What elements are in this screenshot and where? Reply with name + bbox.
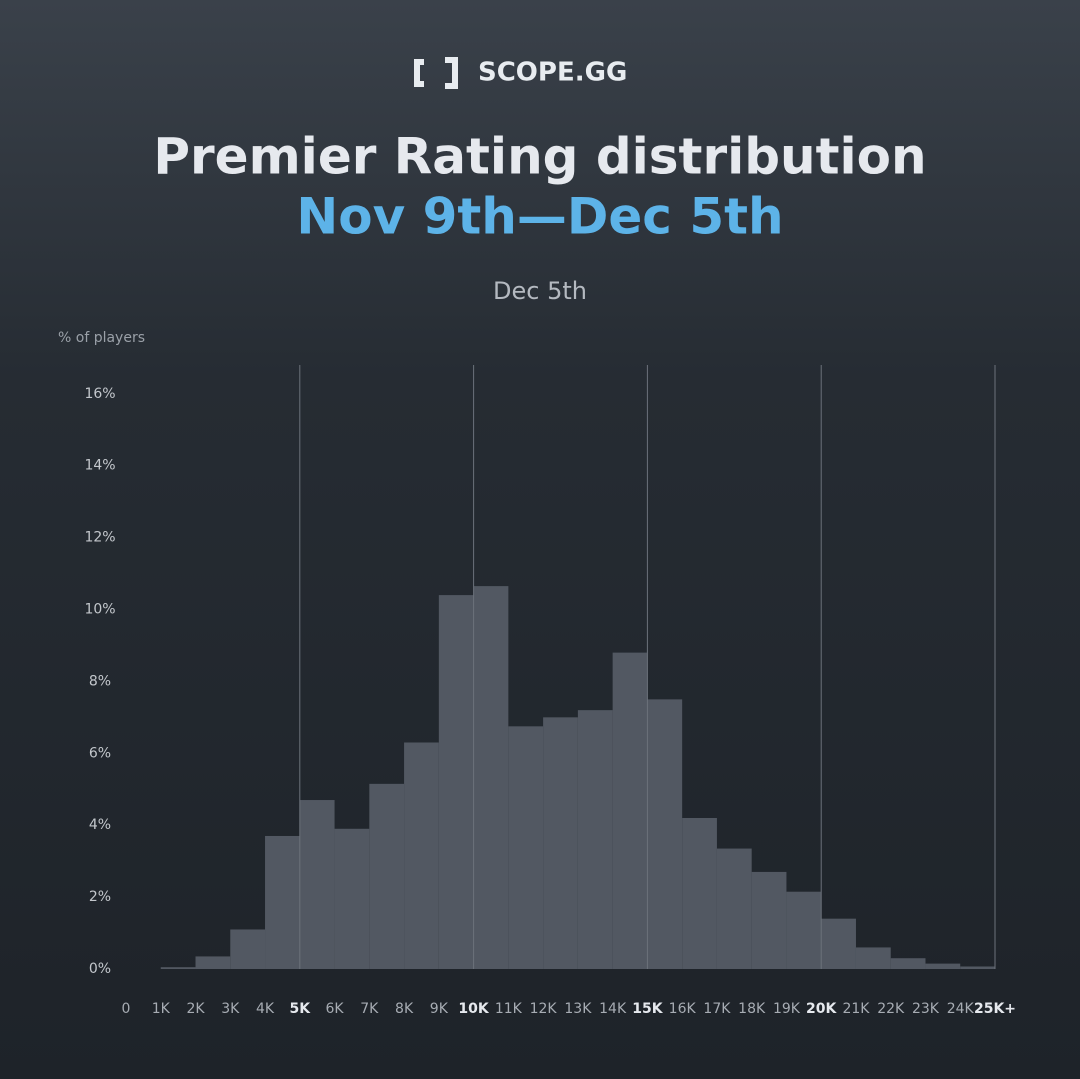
x-tick-label: 9K: [430, 1001, 449, 1017]
x-tick-label: 8K: [395, 1001, 414, 1017]
x-tick-label: 14K: [599, 1001, 627, 1017]
x-tick-label: 12K: [530, 1001, 558, 1017]
x-tick-label: 18K: [738, 1001, 766, 1017]
bar: [821, 918, 856, 969]
chart-subtitle: Nov 9th—Dec 5th: [296, 188, 783, 246]
bar: [612, 652, 648, 969]
x-tick-label: 0: [122, 1001, 131, 1017]
y-tick-label: 4%: [89, 817, 111, 833]
x-tick-label: 1K: [152, 1001, 171, 1017]
y-tick-label: 16%: [84, 386, 115, 402]
bar: [195, 956, 231, 969]
logo-icon: [414, 57, 458, 89]
bar: [334, 828, 370, 969]
bar: [508, 726, 544, 969]
x-tick-label: 13K: [564, 1001, 592, 1017]
x-tick-label: 22K: [877, 1001, 905, 1017]
y-tick-label: 10%: [84, 601, 115, 617]
y-tick-label: 6%: [89, 745, 111, 761]
y-tick-label: 12%: [84, 530, 115, 546]
x-tick-label: 3K: [221, 1001, 240, 1017]
bar: [716, 848, 752, 969]
bar: [438, 595, 474, 969]
bar: [925, 963, 961, 969]
bar: [404, 742, 439, 969]
bar: [230, 929, 266, 969]
bar: [890, 958, 926, 969]
bar: [473, 586, 509, 969]
chart-title: Premier Rating distribution: [153, 128, 926, 186]
x-tick-label: 6K: [326, 1001, 345, 1017]
bar: [160, 967, 196, 969]
x-tick-label: 20K: [806, 1001, 837, 1017]
bar: [682, 818, 717, 969]
x-tick-label: 23K: [912, 1001, 940, 1017]
y-tick-label: 2%: [89, 889, 111, 905]
bar: [369, 783, 405, 969]
chart-caption: Dec 5th: [493, 277, 587, 305]
bar: [265, 835, 300, 969]
y-tick-label: 14%: [84, 458, 115, 474]
bar: [751, 871, 787, 969]
y-tick-label: 8%: [89, 673, 111, 689]
brand: SCOPE.GG: [478, 58, 627, 88]
x-tick-label: 25K+: [974, 1001, 1016, 1017]
x-tick-label: 7K: [360, 1001, 379, 1017]
y-tick-label: 0%: [89, 961, 111, 977]
bar: [647, 699, 683, 969]
x-tick-label: 24K: [947, 1001, 975, 1017]
bar: [855, 947, 891, 969]
x-tick-label: 4K: [256, 1001, 275, 1017]
y-axis-label: % of players: [58, 330, 145, 346]
x-tick-label: 19K: [773, 1001, 801, 1017]
x-tick-label: 2K: [186, 1001, 205, 1017]
bar: [786, 891, 822, 969]
x-tick-label: 5K: [290, 1001, 312, 1017]
x-tick-label: 10K: [458, 1001, 489, 1017]
x-tick-label: 16K: [669, 1001, 697, 1017]
bar: [960, 966, 995, 969]
x-tick-label: 17K: [703, 1001, 731, 1017]
bar: [543, 717, 578, 969]
bar: [299, 800, 335, 969]
x-tick-label: 15K: [632, 1001, 663, 1017]
x-tick-label: 11K: [495, 1001, 523, 1017]
x-tick-label: 21K: [842, 1001, 870, 1017]
bar: [577, 710, 613, 969]
